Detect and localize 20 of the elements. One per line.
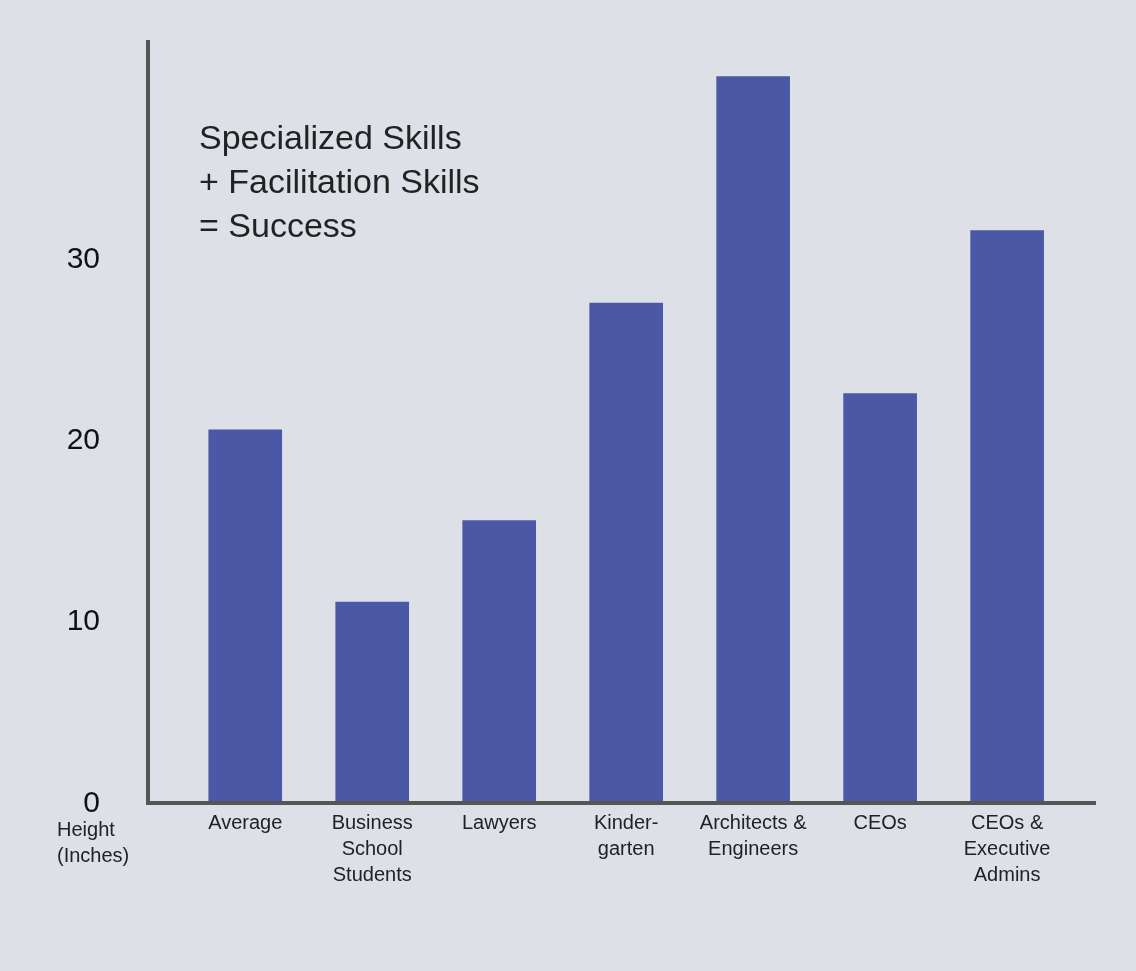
bar [462,520,537,801]
bar [970,230,1044,801]
y-tick-label: 0 [83,784,100,818]
bar [716,76,790,801]
y-tick-label: 30 [66,240,100,274]
y-tick-label: 10 [66,603,100,637]
bar [335,601,410,801]
bar [589,302,663,801]
y-axis-title: Height (Inches) [57,818,130,866]
y-tick-label: 20 [66,422,100,456]
x-tick-label: Average [208,811,283,833]
x-tick-label: CEOs [853,811,907,833]
x-tick-label: Architects & Engineers [699,811,808,859]
bar [208,429,283,801]
x-tick-label: Lawyers [461,811,537,833]
x-tick-label: Business School Students [331,811,413,885]
bar [843,393,917,801]
x-tick-label: CEOs & Executive Admins [963,811,1051,885]
annotation: Specialized Skills + Facilitation Skills = Success [199,118,480,245]
x-tick-label: Kinder- garten [593,811,659,859]
